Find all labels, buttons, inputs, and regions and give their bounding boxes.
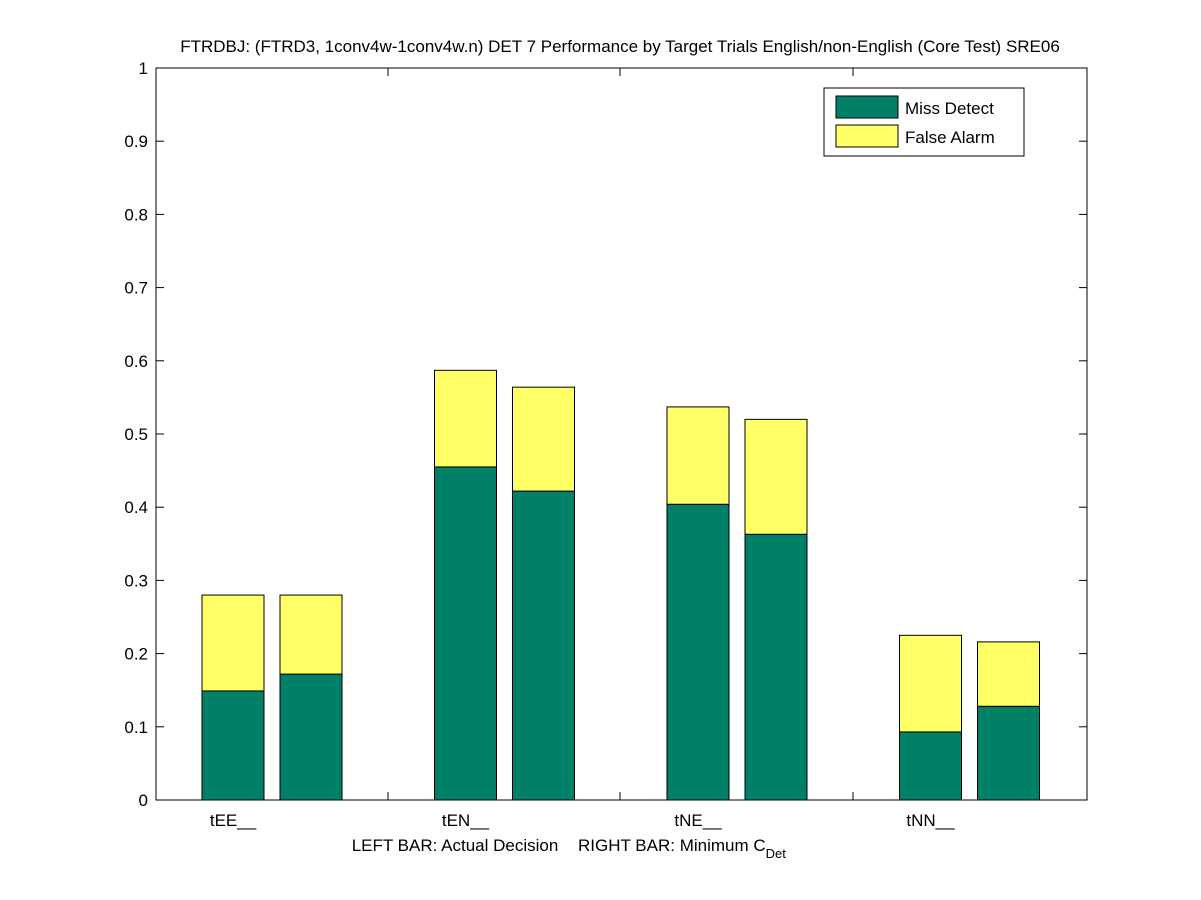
y-tick-label: 0.6 bbox=[124, 352, 148, 371]
y-tick-label: 0.9 bbox=[124, 132, 148, 151]
bar-tee-minimum-false-alarm bbox=[279, 594, 343, 675]
bar-tnn-minimum-false-alarm bbox=[977, 641, 1040, 707]
bar-tnn-actual-false-alarm bbox=[899, 634, 962, 733]
x-tick-label: tEN__ bbox=[442, 811, 490, 830]
y-tick-label: 0.1 bbox=[124, 718, 148, 737]
bar-tnn-actual-miss-detect bbox=[899, 731, 962, 801]
bar-ten-actual-miss-detect bbox=[434, 466, 497, 801]
bar-ten-actual-false-alarm bbox=[434, 369, 497, 468]
legend-label-false-alarm: False Alarm bbox=[905, 128, 995, 147]
bar-tne-minimum-miss-detect bbox=[744, 533, 808, 801]
y-tick-label: 1 bbox=[139, 59, 148, 78]
bar-tne-minimum-false-alarm bbox=[744, 418, 808, 535]
bar-tee-minimum-miss-detect bbox=[279, 673, 343, 801]
y-tick-label: 0 bbox=[139, 791, 148, 810]
chart-title: FTRDBJ: (FTRD3, 1conv4w-1conv4w.n) DET 7… bbox=[180, 37, 1060, 56]
bar-tne-actual-false-alarm bbox=[666, 406, 730, 505]
legend-label-miss-detect: Miss Detect bbox=[905, 99, 994, 118]
x-axis-label-right-text: RIGHT BAR: Minimum C bbox=[578, 836, 766, 855]
legend-swatch-miss-detect bbox=[835, 95, 899, 119]
y-tick-label: 0.7 bbox=[124, 279, 148, 298]
bar-ten-minimum-false-alarm bbox=[512, 386, 575, 492]
x-tick-label: tNE__ bbox=[674, 811, 722, 830]
y-tick-label: 0.8 bbox=[124, 205, 148, 224]
bar-tee-actual-false-alarm bbox=[201, 594, 265, 692]
y-tick-label: 0.3 bbox=[124, 571, 148, 590]
y-tick-label: 0.2 bbox=[124, 645, 148, 664]
x-axis-label-right: RIGHT BAR: Minimum CDet bbox=[578, 836, 786, 861]
x-tick-label: tEE__ bbox=[210, 811, 257, 830]
bar-ten-minimum-miss-detect bbox=[512, 490, 575, 801]
bar-tne-actual-miss-detect bbox=[666, 503, 730, 801]
legend: Miss Detect False Alarm bbox=[823, 87, 1025, 157]
x-axis-label-left: LEFT BAR: Actual Decision bbox=[352, 836, 559, 855]
x-axis-label-subscript: Det bbox=[766, 846, 787, 861]
x-tick-label: tNN__ bbox=[906, 811, 955, 830]
legend-swatch-false-alarm bbox=[835, 124, 899, 148]
y-tick-label: 0.4 bbox=[124, 498, 148, 517]
bar-tnn-minimum-miss-detect bbox=[977, 705, 1040, 801]
bar-tee-actual-miss-detect bbox=[201, 690, 265, 801]
y-tick-label: 0.5 bbox=[124, 425, 148, 444]
